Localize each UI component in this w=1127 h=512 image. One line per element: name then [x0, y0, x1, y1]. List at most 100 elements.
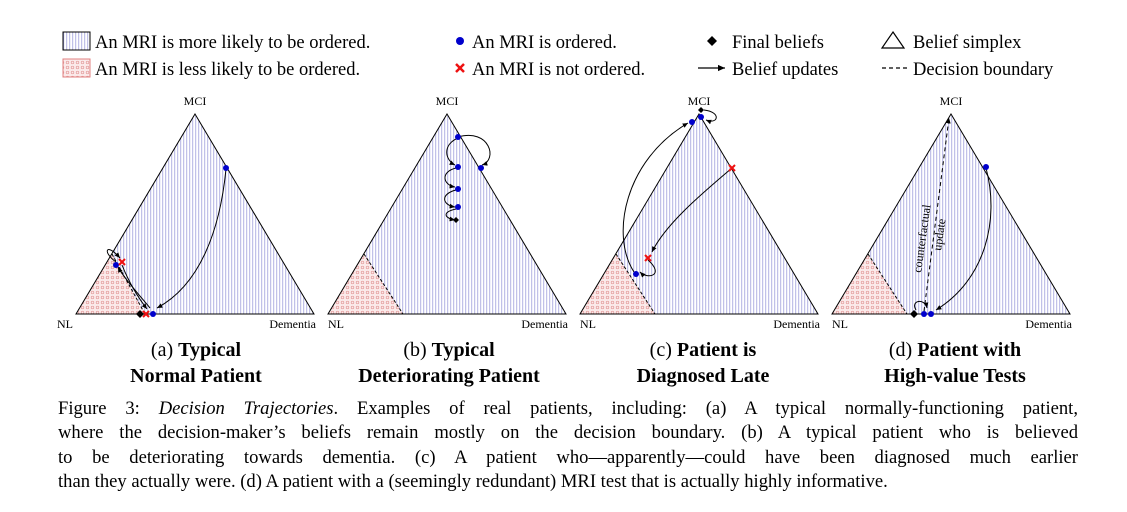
panel-d-subcaption-line2: High-value Tests: [884, 365, 1026, 387]
panel-d-label-left: NL: [832, 317, 848, 331]
panel-c-label-right: Dementia: [773, 317, 820, 331]
panel-d-ordered-dot: [928, 311, 934, 317]
caption-title: Decision Trajectories: [158, 398, 334, 419]
panel-a-ordered-dot: [113, 262, 119, 268]
panel-b-final-belief: [453, 217, 459, 223]
panel-a-label-top: MCI: [184, 94, 207, 108]
caption-line-3: to be deteriorating towards dementia. (c…: [58, 446, 1078, 468]
panel-a-label-left: NL: [57, 317, 73, 331]
legend-dots-swatch: [62, 58, 91, 78]
legend-final-beliefs-diamond-icon: [707, 36, 717, 46]
panel-d-counterfactual-arrow: [923, 117, 951, 312]
panel-c: MCI NL Dementia: [579, 94, 821, 331]
panel-b-ordered-dot: [478, 165, 484, 171]
panel-b-label-top: MCI: [436, 94, 459, 108]
panel-b-ordered-dot: [455, 186, 461, 192]
panel-b-simplex: [327, 113, 567, 315]
panel-a-update-arrow: [106, 249, 121, 263]
panel-b-ordered-dot: [455, 204, 461, 210]
panel-d-label-top: MCI: [940, 94, 963, 108]
panel-b: MCI NL Dementia: [327, 94, 569, 331]
panel-d-hatch-region: [832, 114, 1070, 314]
legend-belief-updates: Belief updates: [732, 60, 838, 80]
panel-c-update-arrow: [622, 122, 689, 273]
panel-b-update-arrow: [444, 189, 457, 209]
panel-a-not-ordered-cross: [142, 310, 150, 318]
legend-less-likely: An MRI is less likely to be ordered.: [95, 60, 360, 80]
legend: An MRI is more likely to be ordered. An …: [62, 30, 1054, 80]
caption-line-4: than they actually were. (d) A patient w…: [58, 470, 888, 492]
panel-a-not-ordered-cross: [118, 258, 126, 266]
caption-lead: Figure 3:: [58, 398, 140, 419]
panel-a-hatch-region: [76, 114, 314, 314]
panel-d-decision-boundary: [867, 253, 908, 315]
panel-c-simplex: [579, 113, 819, 315]
panel-a: MCI NL Dementia: [57, 94, 317, 331]
panel-b-subcaption-line2: Deteriorating Patient: [358, 365, 540, 387]
panel-a-ordered-dot: [223, 165, 229, 171]
panel-c-ordered-dot: [633, 271, 639, 277]
panel-b-update-arrow: [445, 208, 457, 222]
figure-canvas: An MRI is more likely to be ordered. An …: [57, 30, 1073, 387]
panel-b-label-left: NL: [328, 317, 344, 331]
panel-a-update-arrow: [156, 168, 227, 309]
panel-d-dots-region: [832, 254, 907, 314]
legend-more-likely: An MRI is more likely to be ordered.: [95, 33, 370, 53]
panel-c-update-arrow: [651, 167, 733, 253]
legend-ordered: An MRI is ordered.: [472, 33, 617, 53]
panel-b-dots-region: [328, 254, 403, 314]
legend-belief-simplex: Belief simplex: [913, 33, 1022, 53]
caption-line-2: where the decision-maker’s beliefs remai…: [58, 422, 1078, 444]
panel-d-update-arrow: [914, 301, 929, 311]
panel-c-update-arrow: [703, 109, 717, 125]
panel-c-label-left: NL: [580, 317, 596, 331]
panel-d: MCI NL Dementia counterfactual update: [831, 94, 1073, 331]
panel-a-label-right: Dementia: [269, 317, 316, 331]
panel-c-not-ordered-cross: [728, 164, 736, 172]
panel-d-simplex: [831, 113, 1071, 315]
panel-a-subcaption-line2: Normal Patient: [130, 365, 262, 387]
caption-line-1: Figure 3: Decision Trajectories. Example…: [58, 397, 1078, 421]
legend-not-ordered: An MRI is not ordered.: [472, 60, 645, 80]
panel-a-update-arrow: [121, 264, 148, 310]
panel-b-update-arrow: [446, 137, 459, 166]
panel-b-decision-boundary: [363, 253, 404, 315]
panel-d-ordered-dot: [921, 311, 927, 317]
panel-b-update-arrow: [457, 134, 491, 166]
panel-c-subcaption-line2: Diagnosed Late: [637, 365, 770, 387]
panel-b-ordered-dot: [455, 164, 461, 170]
panel-b-update-arrow: [444, 167, 457, 189]
panel-d-update-arrow: [935, 167, 992, 311]
panel-c-dots-region: [580, 254, 655, 314]
panel-a-simplex: [75, 113, 315, 315]
legend-simplex-triangle-icon: [880, 30, 906, 49]
panel-a-ordered-dot: [150, 311, 156, 317]
panel-c-final-belief: [698, 107, 704, 113]
panel-a-final-belief: [136, 310, 144, 318]
panel-d-annotation-line2: update: [930, 218, 948, 252]
legend-ordered-dot-icon: [456, 37, 464, 45]
legend-not-ordered-cross-icon: [455, 63, 465, 73]
panel-b-subcaption-line1: (b) Typical: [403, 339, 495, 361]
panel-c-not-ordered-cross: [644, 254, 652, 262]
panel-b-label-right: Dementia: [521, 317, 568, 331]
panel-d-subcaption-line1: (d) Patient with: [889, 339, 1021, 361]
panel-a-dots-region: [76, 254, 145, 314]
legend-hatch-swatch: [62, 31, 91, 51]
panel-a-subcaption-line1: (a) Typical: [151, 339, 242, 361]
panel-c-subcaption-line1: (c) Patient is: [650, 339, 757, 361]
panel-d-label-right: Dementia: [1025, 317, 1072, 331]
panel-c-label-top: MCI: [688, 94, 711, 108]
legend-final-beliefs: Final beliefs: [732, 33, 824, 53]
panel-c-hatch-region: [580, 114, 818, 314]
caption-line1-rest: . Examples of real patients, including: …: [333, 398, 1078, 419]
legend-decision-boundary: Decision boundary: [913, 60, 1054, 80]
panel-c-update-arrow: [639, 259, 656, 278]
panel-b-ordered-dot: [455, 134, 461, 140]
panel-c-ordered-dot: [689, 119, 695, 125]
panel-b-hatch-region: [328, 114, 566, 314]
panel-d-ordered-dot: [983, 164, 989, 170]
subcaptions: (a) Typical Normal Patient (b) Typical D…: [130, 339, 1026, 387]
figure-caption: Figure 3: Decision Trajectories. Example…: [58, 397, 1078, 494]
panel-c-decision-boundary: [615, 253, 656, 315]
